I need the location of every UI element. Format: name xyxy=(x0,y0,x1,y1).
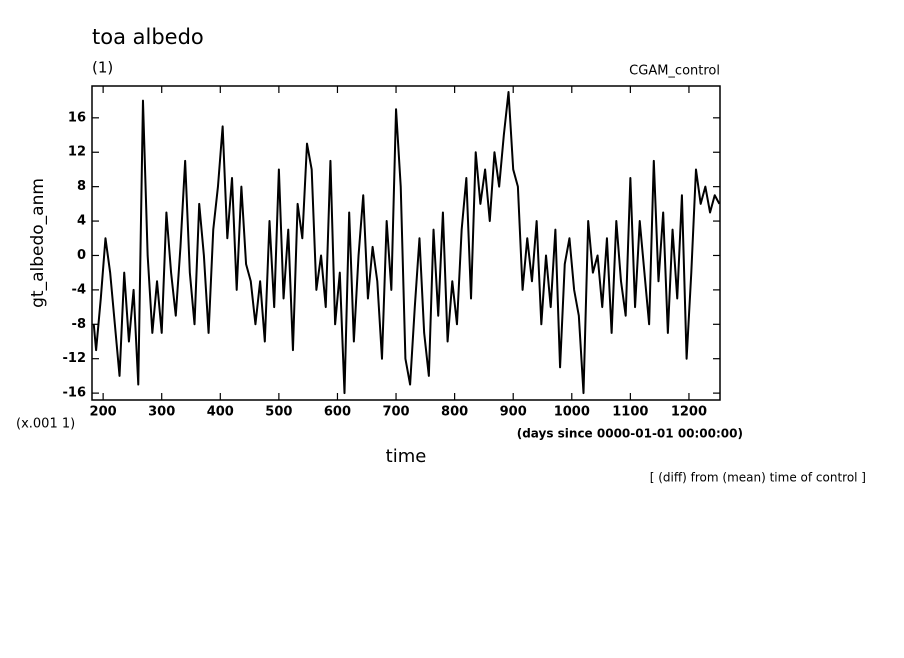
dataset-label: CGAM_control xyxy=(629,64,720,79)
x-tick-label: 700 xyxy=(382,405,409,420)
x-tick-label: 1000 xyxy=(554,405,590,420)
y-tick-label: -16 xyxy=(63,386,87,401)
y-tick-label: 4 xyxy=(77,214,86,229)
chart-title: toa albedo xyxy=(92,25,204,49)
y-tick-label: 8 xyxy=(77,179,86,194)
y-tick-label: 12 xyxy=(68,145,86,160)
y-scale-note: (x.001 1) xyxy=(16,417,75,432)
x-units: (days since 0000-01-01 00:00:00) xyxy=(517,427,743,441)
x-tick-label: 900 xyxy=(500,405,527,420)
note: [ (diff) from (mean) time of control ] xyxy=(650,471,866,485)
x-tick-label: 1100 xyxy=(612,405,648,420)
x-tick-label: 200 xyxy=(90,405,117,420)
y-tick-label: -12 xyxy=(63,351,87,366)
y-tick-label: -8 xyxy=(72,317,86,332)
y-tick-label: 16 xyxy=(68,110,86,125)
x-tick-label: 800 xyxy=(441,405,468,420)
y-tick-label: 0 xyxy=(77,248,86,263)
x-tick-label: 500 xyxy=(265,405,292,420)
x-tick-label: 400 xyxy=(207,405,234,420)
plot-frame xyxy=(91,85,721,401)
y-axis-label: gt_albedo_anm xyxy=(28,178,48,308)
subtitle: (1) xyxy=(92,59,113,77)
x-tick-label: 300 xyxy=(148,405,175,420)
x-tick-label: 600 xyxy=(324,405,351,420)
data-line xyxy=(92,91,721,395)
y-tick-label: -4 xyxy=(72,282,86,297)
x-tick-label: 1200 xyxy=(671,405,707,420)
x-axis-label: time xyxy=(386,446,427,467)
